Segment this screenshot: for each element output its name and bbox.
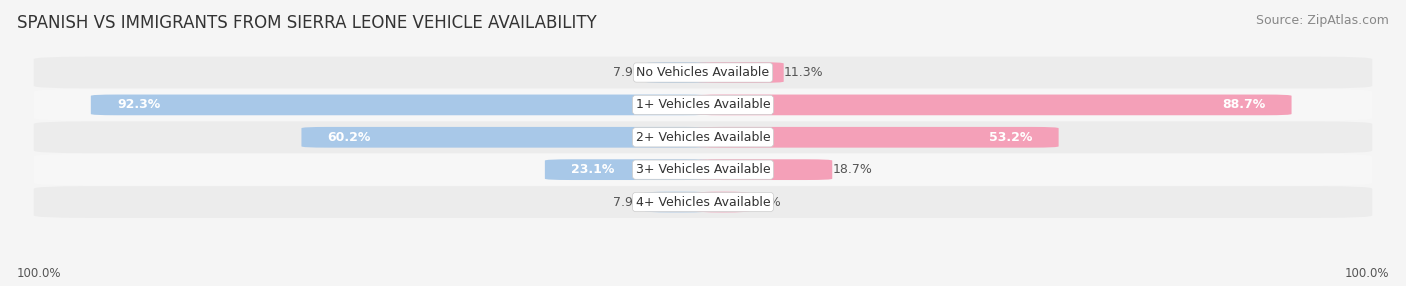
- FancyBboxPatch shape: [696, 159, 832, 180]
- Text: 60.2%: 60.2%: [328, 131, 371, 144]
- Text: 18.7%: 18.7%: [832, 163, 872, 176]
- Text: SPANISH VS IMMIGRANTS FROM SIERRA LEONE VEHICLE AVAILABILITY: SPANISH VS IMMIGRANTS FROM SIERRA LEONE …: [17, 14, 596, 32]
- Text: 92.3%: 92.3%: [117, 98, 160, 112]
- Text: 100.0%: 100.0%: [17, 267, 62, 280]
- FancyBboxPatch shape: [34, 89, 1372, 121]
- FancyBboxPatch shape: [696, 127, 1059, 148]
- Text: 53.2%: 53.2%: [988, 131, 1032, 144]
- FancyBboxPatch shape: [34, 186, 1372, 218]
- Text: 7.9%: 7.9%: [613, 66, 644, 79]
- Text: 100.0%: 100.0%: [1344, 267, 1389, 280]
- Text: 23.1%: 23.1%: [571, 163, 614, 176]
- FancyBboxPatch shape: [301, 127, 710, 148]
- FancyBboxPatch shape: [696, 62, 783, 83]
- FancyBboxPatch shape: [644, 192, 710, 212]
- Text: No Vehicles Available: No Vehicles Available: [637, 66, 769, 79]
- Text: 11.3%: 11.3%: [783, 66, 824, 79]
- FancyBboxPatch shape: [34, 122, 1372, 153]
- FancyBboxPatch shape: [696, 95, 1292, 115]
- FancyBboxPatch shape: [546, 159, 710, 180]
- Text: 6.1%: 6.1%: [749, 196, 782, 208]
- Text: 88.7%: 88.7%: [1222, 98, 1265, 112]
- FancyBboxPatch shape: [34, 154, 1372, 186]
- Text: 4+ Vehicles Available: 4+ Vehicles Available: [636, 196, 770, 208]
- Text: 7.9%: 7.9%: [613, 196, 644, 208]
- FancyBboxPatch shape: [696, 192, 749, 212]
- FancyBboxPatch shape: [34, 57, 1372, 88]
- Text: Source: ZipAtlas.com: Source: ZipAtlas.com: [1256, 14, 1389, 27]
- Text: 1+ Vehicles Available: 1+ Vehicles Available: [636, 98, 770, 112]
- FancyBboxPatch shape: [644, 62, 710, 83]
- Text: 3+ Vehicles Available: 3+ Vehicles Available: [636, 163, 770, 176]
- FancyBboxPatch shape: [91, 95, 710, 115]
- Legend: Spanish, Immigrants from Sierra Leone: Spanish, Immigrants from Sierra Leone: [548, 283, 858, 286]
- Text: 2+ Vehicles Available: 2+ Vehicles Available: [636, 131, 770, 144]
